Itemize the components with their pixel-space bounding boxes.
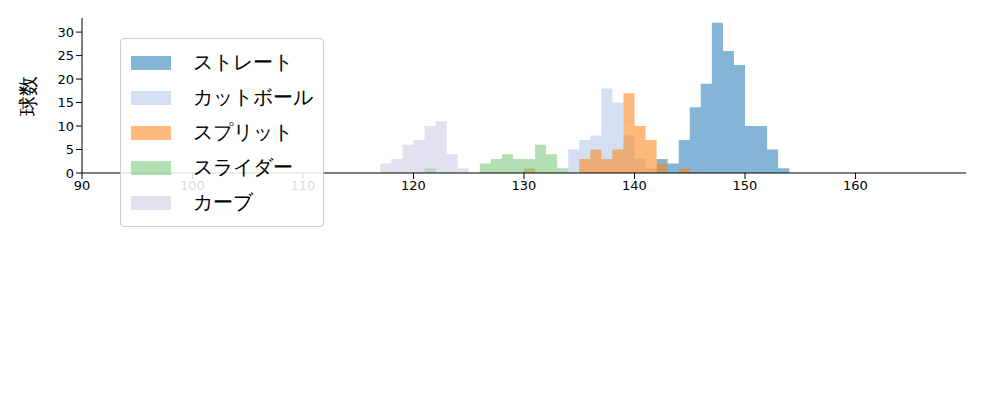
svg-text:5: 5 <box>66 142 74 157</box>
html-text:ストレート: ストレート <box>193 50 293 74</box>
svg-text:120: 120 <box>401 178 426 193</box>
svg-text:10: 10 <box>57 119 74 134</box>
svg-text:20: 20 <box>57 72 74 87</box>
svg-text:0: 0 <box>66 166 74 181</box>
svg-text:140: 140 <box>622 178 647 193</box>
svg-text:100: 100 <box>180 178 205 193</box>
svg-text:球数: 球数 <box>16 76 40 116</box>
html-text:カーブ: カーブ <box>193 190 253 214</box>
svg-text:25: 25 <box>57 48 74 63</box>
svg-text:130: 130 <box>512 178 537 193</box>
svg-text:90: 90 <box>74 178 91 193</box>
svg-text:160: 160 <box>843 178 868 193</box>
svg-text:150: 150 <box>733 178 758 193</box>
html-text:スプリット: スプリット <box>193 120 293 144</box>
html-text:スライダー: スライダー <box>193 155 293 179</box>
svg-text:30: 30 <box>57 25 74 40</box>
svg-text:15: 15 <box>57 95 74 110</box>
html-text:カットボール: カットボール <box>193 85 313 109</box>
svg-text:110: 110 <box>291 178 316 193</box>
